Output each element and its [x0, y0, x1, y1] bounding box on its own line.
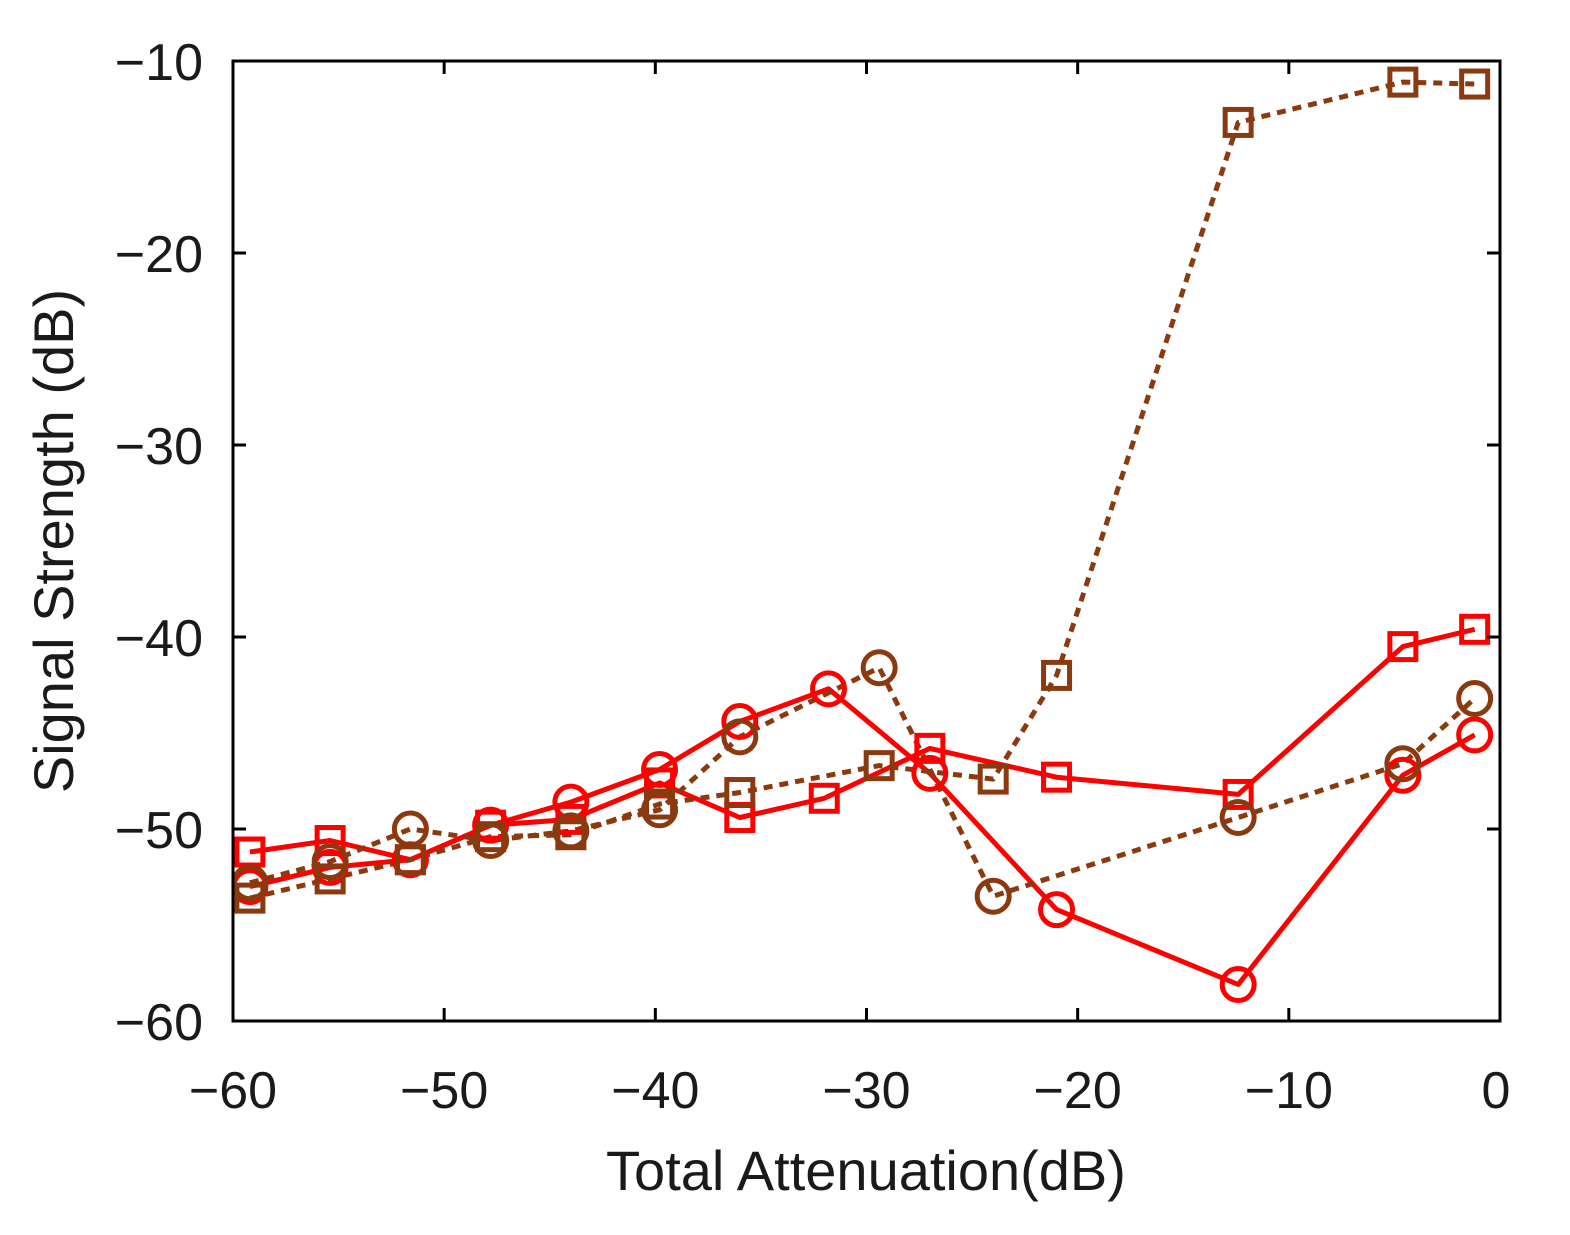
data-point-brown-circle-dotted: [1384, 745, 1422, 783]
y-tick-label: −60: [115, 994, 203, 1052]
data-point-red-circle-solid: [911, 754, 949, 792]
x-tick-label: −40: [611, 1062, 699, 1120]
data-point-red-square-solid: [1387, 631, 1419, 663]
y-axis-title: Signal Strength (dB): [22, 289, 85, 793]
data-point-red-square-solid: [1459, 613, 1491, 645]
data-point-brown-circle-dotted: [860, 649, 898, 687]
y-tick-label: −20: [115, 226, 203, 284]
data-point-red-circle-solid: [721, 702, 759, 740]
data-point-red-square-solid: [808, 782, 840, 814]
data-point-red-circle-solid: [1038, 891, 1076, 929]
x-tick-label: −50: [400, 1062, 488, 1120]
data-point-brown-square-dotted: [863, 750, 895, 782]
x-tick-label: −10: [1245, 1062, 1333, 1120]
data-point-brown-square-dotted: [977, 763, 1009, 795]
x-axis-title: Total Attenuation(dB): [606, 1139, 1126, 1202]
data-point-brown-circle-dotted: [1219, 798, 1257, 836]
x-axis: −60 −50 −40 −30 −20 −10 0: [189, 61, 1511, 1120]
plot-area: [231, 59, 1502, 1023]
data-point-red-square-solid: [914, 732, 946, 764]
x-tick-label: 0: [1482, 1062, 1511, 1120]
plot-frame: [231, 59, 1502, 1023]
data-point-red-circle-solid: [472, 806, 510, 844]
y-tick-label: −10: [115, 34, 203, 92]
data-point-brown-circle-dotted: [391, 810, 429, 848]
data-point-red-circle-solid: [809, 670, 847, 708]
data-point-brown-square-dotted: [1222, 106, 1254, 138]
y-tick-label: −40: [115, 610, 203, 668]
data-point-brown-circle-dotted: [1456, 679, 1494, 717]
x-tick-label: −60: [189, 1062, 277, 1120]
data-point-brown-square-dotted: [724, 777, 756, 809]
data-point-brown-square-dotted: [1459, 68, 1491, 100]
data-point-red-circle-solid: [641, 750, 679, 788]
data-point-brown-circle-dotted: [974, 877, 1012, 915]
x-tick-label: −20: [1034, 1062, 1122, 1120]
data-point-brown-circle-dotted: [311, 843, 349, 881]
data-point-brown-square-dotted: [234, 882, 266, 914]
x-tick-label: −30: [822, 1062, 910, 1120]
y-tick-label: −50: [115, 802, 203, 860]
data-point-brown-square-dotted: [314, 863, 346, 895]
data-point-red-circle-solid: [1384, 756, 1422, 794]
data-point-brown-circle-dotted: [641, 791, 679, 829]
y-axis: −60 −50 −40 −30 −20 −10: [115, 34, 1500, 1052]
data-point-brown-square-dotted: [1041, 659, 1073, 691]
data-point-red-circle-solid: [1219, 966, 1257, 1004]
data-point-red-square-solid: [1222, 778, 1254, 810]
data-point-brown-circle-dotted: [552, 812, 590, 850]
data-point-red-circle-solid: [1456, 716, 1494, 754]
data-point-brown-circle-dotted: [472, 822, 510, 860]
data-point-brown-square-dotted: [1387, 66, 1419, 98]
data-point-red-square-solid: [1041, 761, 1073, 793]
series-line-red-circle-solid: [249, 686, 1476, 987]
data-point-brown-circle-dotted: [721, 718, 759, 756]
series-line-brown-square-dotted: [249, 79, 1475, 901]
y-tick-label: −30: [115, 418, 203, 476]
data-point-red-circle-solid: [552, 783, 590, 821]
